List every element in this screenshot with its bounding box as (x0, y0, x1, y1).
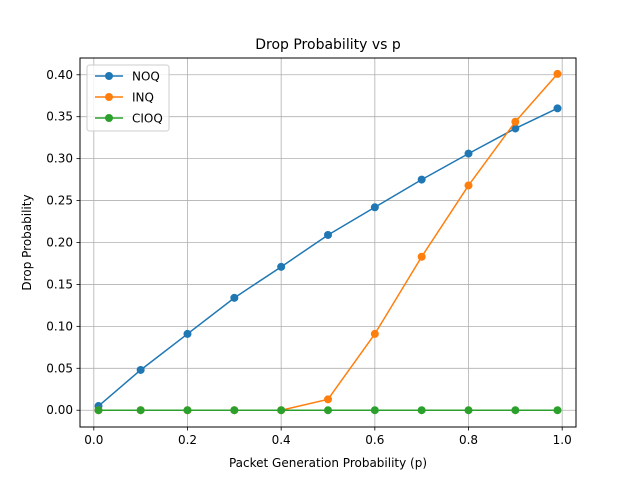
y-tick-label: 0.30 (46, 152, 73, 166)
data-point-cioq (417, 406, 426, 415)
data-point-cioq (277, 406, 286, 415)
y-tick-label: 0.10 (46, 319, 73, 333)
x-tick-label: 0.6 (365, 433, 384, 447)
data-point-inq (511, 117, 520, 126)
plot-series (94, 69, 562, 415)
chart-title: Drop Probability vs p (255, 37, 401, 53)
data-point-noq (417, 175, 426, 184)
data-point-noq (183, 329, 192, 338)
legend-marker-inq (105, 93, 113, 101)
legend-label-inq: INQ (132, 91, 154, 105)
y-axis-label: Drop Probability (20, 194, 34, 290)
data-point-inq (553, 69, 562, 78)
x-axis-label: Packet Generation Probability (p) (229, 456, 427, 470)
x-tick-label: 0.4 (272, 433, 291, 447)
data-point-cioq (136, 406, 145, 415)
data-point-cioq (464, 406, 473, 415)
x-tick-label: 0.2 (178, 433, 197, 447)
legend-marker-cioq (105, 114, 113, 122)
y-tick-label: 0.40 (46, 68, 73, 82)
data-point-noq (370, 203, 379, 212)
data-point-cioq (370, 406, 379, 415)
data-point-noq (136, 365, 145, 374)
data-point-cioq (183, 406, 192, 415)
data-point-inq (324, 395, 332, 404)
y-tick-label: 0.20 (46, 236, 73, 250)
data-point-noq (511, 124, 520, 133)
legend: NOQ INQ CIOQ (86, 64, 170, 132)
y-tick-label: 0.05 (46, 361, 73, 375)
x-tick-label: 0.0 (84, 433, 103, 447)
data-point-cioq (230, 406, 239, 415)
data-point-inq (417, 252, 426, 261)
legend-marker-noq (105, 72, 113, 80)
data-point-inq (370, 329, 379, 338)
axes: 0.0 0.2 0.4 0.6 0.8 1.0 0.00 0.05 0.10 0.15 0.20 0.… (46, 68, 571, 447)
data-point-cioq (94, 406, 103, 415)
data-point-noq (464, 149, 473, 158)
y-tick-label: 0.15 (46, 277, 73, 291)
y-tick-label: 0.25 (46, 194, 73, 208)
legend-label-cioq: CIOQ (132, 112, 163, 126)
y-tick-label: 0.35 (46, 110, 73, 124)
legend-label-noq: NOQ (132, 70, 160, 84)
data-point-noq (230, 293, 239, 302)
data-point-noq (553, 104, 562, 113)
x-tick-label: 1.0 (553, 433, 572, 447)
data-point-cioq (324, 406, 332, 415)
data-point-cioq (553, 406, 562, 415)
data-point-inq (464, 181, 473, 190)
x-tick-label: 0.8 (459, 433, 478, 447)
data-point-noq (324, 230, 332, 239)
data-point-cioq (511, 406, 520, 415)
data-point-noq (277, 262, 286, 271)
grid (80, 58, 576, 427)
y-tick-label: 0.00 (46, 403, 73, 417)
